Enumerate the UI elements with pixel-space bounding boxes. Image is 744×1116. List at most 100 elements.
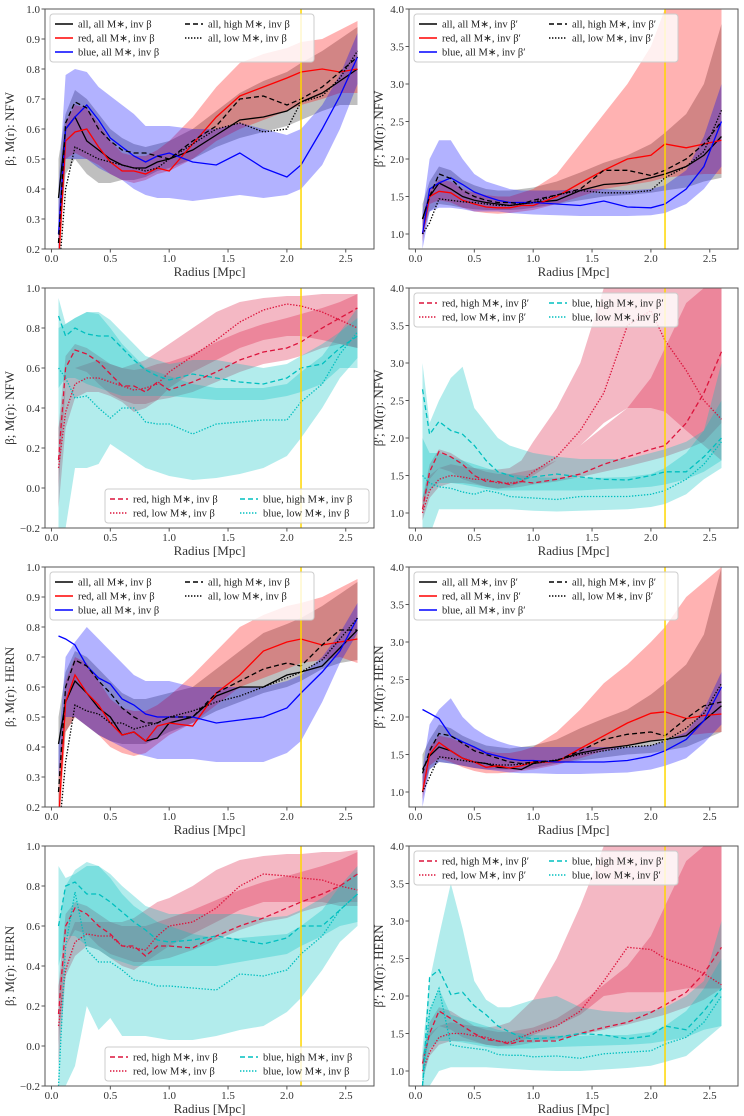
legend-label: red, high M∗, inv β′: [442, 299, 529, 310]
series-line-4: [421, 121, 723, 220]
y-tick-label: 3.5: [390, 320, 404, 332]
x-tick-label: 0.5: [103, 532, 117, 544]
x-tick-label: 1.0: [162, 1090, 176, 1102]
legend-label: all, low M∗, inv β′: [572, 592, 653, 603]
y-tick-label: 0.9: [26, 592, 40, 604]
confidence-band-4: [422, 400, 722, 528]
chart-panel-4: 0.0 0.5 1.0 1.5 2.0 2.5 1.0 1.5 2.0 2.5 3.0 3.5 4.0 R…: [371, 283, 739, 558]
legend-label: all, low M∗, inv β: [208, 34, 287, 45]
x-tick-label: 0.5: [467, 811, 481, 823]
x-tick-label: 2.5: [703, 1090, 717, 1102]
y-tick-label: 0.2: [26, 1001, 40, 1013]
series-line-3: [57, 881, 358, 945]
legend-label: blue, all M∗, inv β′: [442, 48, 526, 59]
confidence-band-2: [58, 21, 358, 249]
x-axis-label: Radius [Mpc]: [538, 822, 610, 837]
y-tick-label: 0.3: [26, 214, 40, 226]
legend-label: all, all M∗, inv β: [78, 578, 152, 589]
x-tick-label: 1.0: [162, 253, 176, 265]
y-tick-label: 0.4: [26, 961, 40, 973]
y-tick-label: 1.0: [26, 4, 40, 16]
confidence-band-1: [422, 567, 722, 792]
legend-label: all, high M∗, inv β′: [572, 578, 656, 589]
axes-frame: [408, 845, 739, 1087]
y-tick-label: 3.5: [390, 599, 404, 611]
y-tick-label: 0.5: [26, 712, 40, 724]
legend-label: blue, low M∗, inv β′: [572, 871, 661, 882]
y-tick-label: 0.0: [26, 483, 40, 495]
y-tick-label: 2.5: [390, 116, 404, 128]
x-tick-label: 1.0: [526, 1090, 540, 1102]
x-tick-label: 1.5: [221, 811, 235, 823]
confidence-band-2: [58, 579, 358, 807]
x-axis-label: Radius [Mpc]: [174, 543, 246, 558]
x-tick-label: 1.5: [585, 532, 599, 544]
legend-label: red, all M∗, inv β′: [442, 592, 521, 603]
legend-label: red, high M∗, inv β′: [442, 857, 529, 868]
series-line-4: [421, 701, 722, 774]
y-tick-label: 0.2: [26, 443, 40, 455]
y-tick-label: 0.8: [26, 323, 40, 335]
legend-box: [49, 13, 315, 63]
x-tick-label: 2.5: [703, 253, 717, 265]
x-tick-label: 2.0: [280, 532, 294, 544]
x-tick-label: 2.0: [644, 253, 658, 265]
x-tick-label: 2.5: [339, 1090, 353, 1102]
y-tick-label: 0.7: [26, 94, 40, 106]
legend-label: all, all M∗, inv β′: [442, 578, 518, 589]
x-tick-label: 0.5: [103, 811, 117, 823]
x-tick-label: 2.5: [703, 532, 717, 544]
y-axis-label: β; M(r): NFW: [2, 91, 17, 166]
series-line-2: [421, 711, 722, 793]
legend: red, high M∗, inv β red, low M∗, inv β blu…: [104, 1046, 370, 1082]
legend-label: blue, all M∗, inv β: [78, 48, 159, 59]
y-tick-label: 1.0: [26, 562, 40, 574]
x-tick-label: 0.0: [409, 811, 423, 823]
x-axis-label: Radius [Mpc]: [174, 822, 246, 837]
x-tick-label: 2.0: [644, 811, 658, 823]
series-line-2: [57, 873, 358, 1027]
x-axis-label: Radius [Mpc]: [174, 264, 246, 279]
legend-label: red, low M∗, inv β′: [442, 871, 526, 882]
x-axis-label: Radius [Mpc]: [538, 1101, 610, 1116]
y-tick-label: 0.8: [26, 64, 40, 76]
x-axis-label: Radius [Mpc]: [538, 543, 610, 558]
y-tick-label: 0.5: [26, 154, 40, 166]
legend-label: blue, low M∗, inv β: [263, 1067, 349, 1078]
legend-label: all, high M∗, inv β: [208, 578, 290, 589]
series-line-2: [58, 68, 358, 249]
legend-label: red, low M∗, inv β: [133, 509, 215, 520]
x-tick-label: 2.5: [339, 811, 353, 823]
legend: all, all M∗, inv β red, all M∗, inv β blue…: [49, 13, 315, 63]
y-tick-label: 1.0: [390, 1066, 404, 1078]
x-tick-label: 1.5: [221, 253, 235, 265]
y-tick-label: 3.0: [390, 79, 404, 91]
plot-area: [421, 288, 723, 528]
series-line-3: [421, 968, 723, 1086]
y-tick-label: 2.0: [390, 433, 404, 445]
y-tick-label: 1.0: [390, 508, 404, 520]
plot-area: [421, 9, 723, 249]
confidence-band-3: [422, 883, 722, 1086]
chart-panel-7: 0.0 0.5 1.0 1.5 2.0 2.5 −0.2 0.0 0.2 0.4 0.6 0.8 1.0…: [2, 841, 375, 1116]
chart-panel-6: 0.0 0.5 1.0 1.5 2.0 2.5 1.0 1.5 2.0 2.5 3.0 3.5 4.0 R…: [371, 562, 739, 837]
x-tick-label: 0.5: [103, 1090, 117, 1102]
x-tick-label: 1.5: [585, 1090, 599, 1102]
y-tick-label: 0.2: [26, 244, 40, 256]
series-line-1: [421, 351, 723, 510]
y-tick-label: −0.2: [20, 1081, 40, 1093]
y-tick-label: 1.0: [26, 283, 40, 295]
confidence-band-2: [58, 294, 358, 508]
confidence-band-3: [58, 298, 358, 400]
chart-panel-5: 0.0 0.5 1.0 1.5 2.0 2.5 0.2 0.3 0.4 0.5 0.6 0.7 0.8 0…: [2, 562, 375, 837]
y-tick-label: 0.2: [26, 802, 40, 814]
x-tick-label: 0.0: [409, 532, 423, 544]
y-tick-label: 1.0: [26, 841, 40, 853]
y-axis-label: β′; M(r): HERN: [371, 924, 386, 1008]
y-tick-label: 4.0: [390, 562, 404, 574]
y-tick-label: 0.6: [26, 682, 40, 694]
x-tick-label: 0.0: [409, 1090, 423, 1102]
series-line-1: [421, 946, 723, 1064]
x-tick-label: 2.5: [339, 532, 353, 544]
y-axis-label: β′; M(r): NFW: [371, 90, 386, 167]
